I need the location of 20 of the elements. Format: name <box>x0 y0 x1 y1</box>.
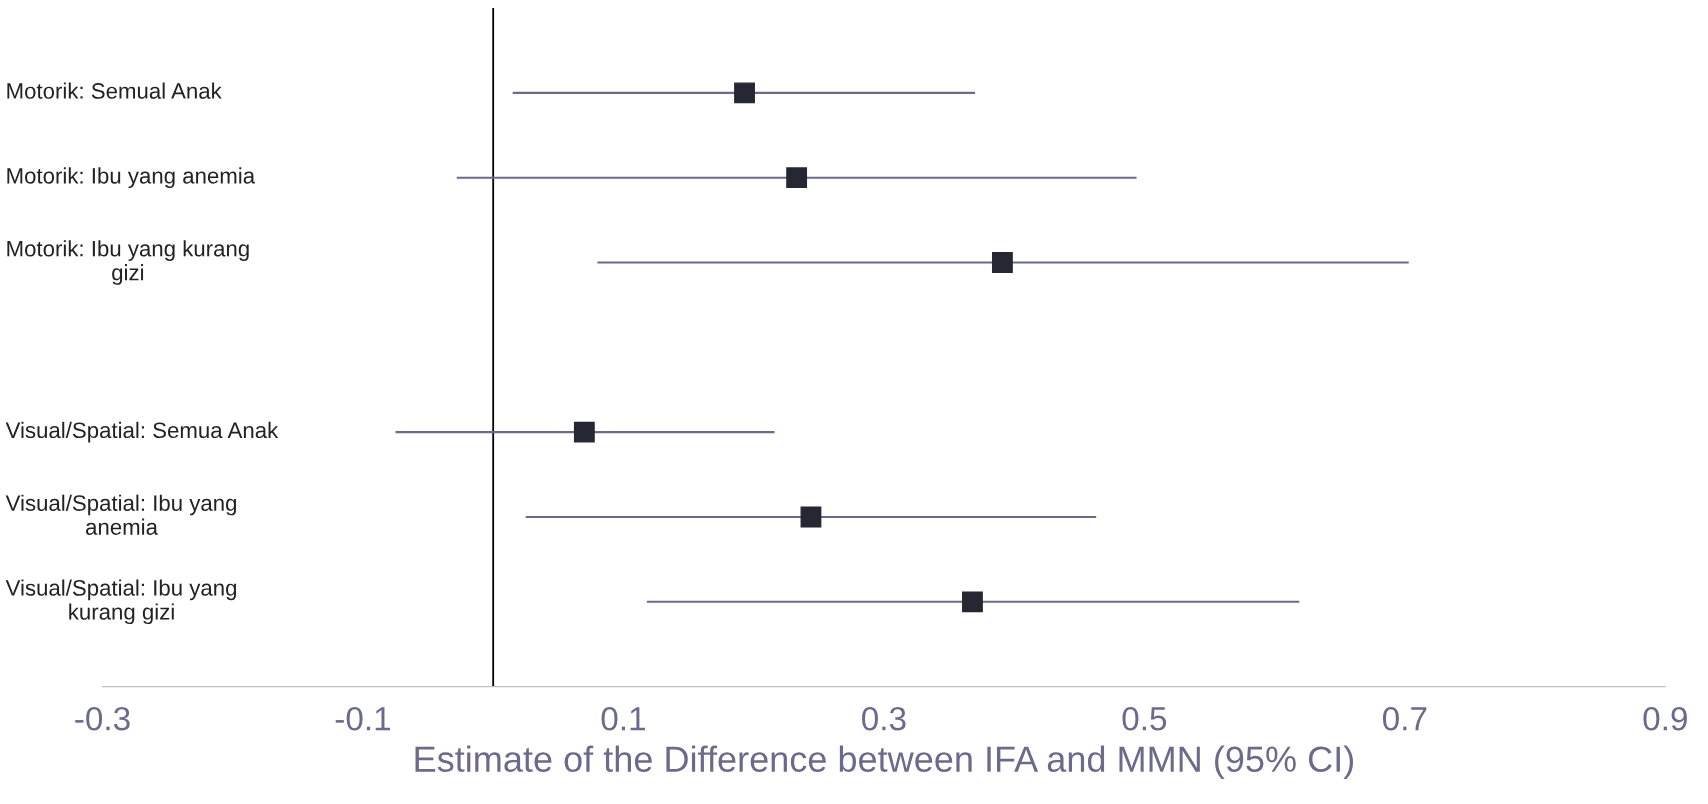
x-tick-label: 0.5 <box>1122 706 1167 731</box>
point <box>800 506 822 528</box>
point <box>991 252 1013 273</box>
x-axis-title: Estimate of the Difference between IFA and MMN (95% CI) <box>415 745 1354 780</box>
point <box>734 82 755 104</box>
y-tick-label: Motorik: Ibu yang kurang gizi <box>7 240 249 285</box>
y-tick-label: Visual/Spatial: Semua Anak <box>5 421 279 443</box>
x-tick-label: 0.9 <box>1643 706 1687 731</box>
point <box>573 421 595 443</box>
point <box>962 591 983 613</box>
x-tick-label: -0.3 <box>75 706 130 731</box>
x-tick-label: 0.7 <box>1382 706 1427 731</box>
y-tick-label: Visual/Spatial: Ibu yang kurang gizi <box>5 579 237 625</box>
point <box>786 167 808 189</box>
x-tick-label: 0.1 <box>601 706 645 731</box>
x-tick-label: -0.1 <box>335 706 391 731</box>
y-tick-label: Motorik: Semual Anak <box>7 82 222 99</box>
x-tick-label: 0.3 <box>862 706 906 731</box>
y-tick-label: Visual/Spatial: Ibu yang anemia <box>5 494 237 535</box>
y-tick-label: Motorik: Ibu yang anemia <box>7 167 256 189</box>
